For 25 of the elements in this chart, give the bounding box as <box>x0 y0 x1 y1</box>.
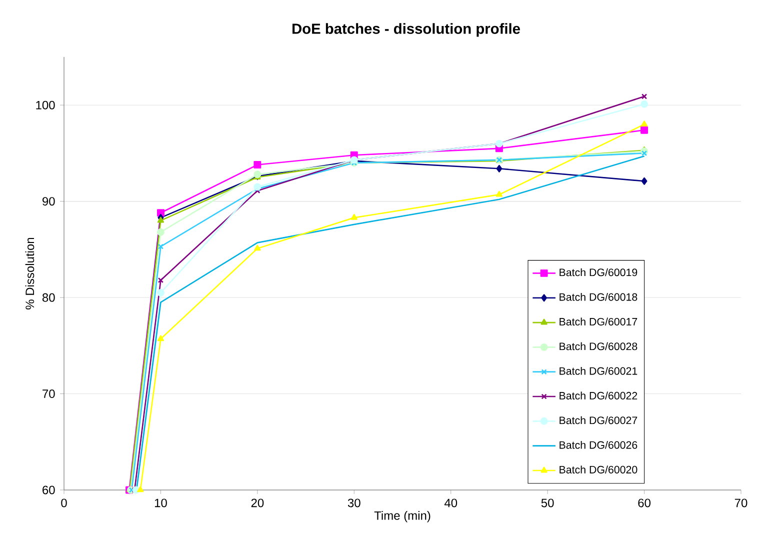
legend-label: Batch DG/60018 <box>560 292 638 301</box>
legend-label: Batch DG/60028 <box>560 342 638 350</box>
legend-label: Batch DG/60022 <box>560 392 638 400</box>
legend-label: Batch DG/60027 <box>560 416 638 424</box>
x-tick-label: 0 <box>61 498 67 508</box>
x-tick-label: 30 <box>348 498 360 508</box>
legend-label: Batch DG/60021 <box>560 366 638 375</box>
legend-label: Batch DG/60019 <box>560 268 638 276</box>
legend-label: Batch DG/60026 <box>560 440 638 449</box>
x-tick-label: 40 <box>444 498 458 508</box>
legend-label: Batch DG/60020 <box>560 466 638 474</box>
x-tick-label: 20 <box>251 498 264 508</box>
y-tick-label: 60 <box>42 486 55 494</box>
x-axis-title: Time (min) <box>374 511 430 522</box>
y-tick-label: 90 <box>42 197 55 206</box>
chart-title: DoE batches - dissolution profile <box>292 23 520 37</box>
x-tick-label: 70 <box>734 498 748 508</box>
y-tick-label: 70 <box>42 390 55 398</box>
x-tick-label: 50 <box>541 498 554 508</box>
y-axis-title: % Dissolution <box>25 238 34 310</box>
x-tick-label: 10 <box>154 498 167 508</box>
x-tick-label: 60 <box>638 498 650 508</box>
y-tick-label: 100 <box>36 100 55 110</box>
legend-label: Batch DG/60017 <box>560 318 638 326</box>
y-tick-label: 80 <box>42 293 55 302</box>
